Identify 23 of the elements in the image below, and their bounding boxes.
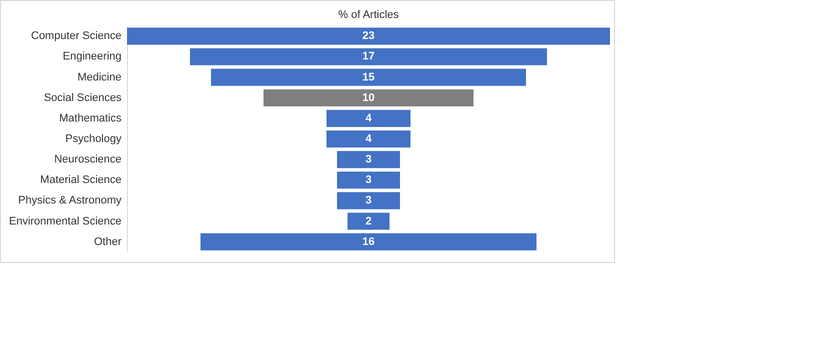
data-label: 4 [365,133,372,145]
data-label: 3 [365,154,372,166]
data-label: 2 [365,215,372,228]
data-label: 23 [362,30,375,42]
category-label: Material Science [40,174,122,186]
category-label: Social Sciences [44,92,122,104]
category-label: Engineering [62,50,122,63]
category-label: Other [94,236,122,248]
category-label: Medicine [77,71,122,84]
category-label: Mathematics [59,112,122,124]
category-label: Physics & Astronomy [18,194,122,207]
data-label: 17 [362,50,375,63]
data-label: 16 [362,236,375,248]
category-label: Computer Science [31,30,122,42]
data-label: 3 [365,174,372,186]
data-label: 3 [365,194,372,207]
category-label: Environmental Science [8,215,122,228]
category-label: Neuroscience [54,154,122,166]
data-label: 10 [362,92,375,104]
category-label: Psychology [65,133,122,145]
data-label: 4 [365,112,372,124]
text: % of Articles [338,9,400,21]
data-label: 15 [362,71,375,84]
